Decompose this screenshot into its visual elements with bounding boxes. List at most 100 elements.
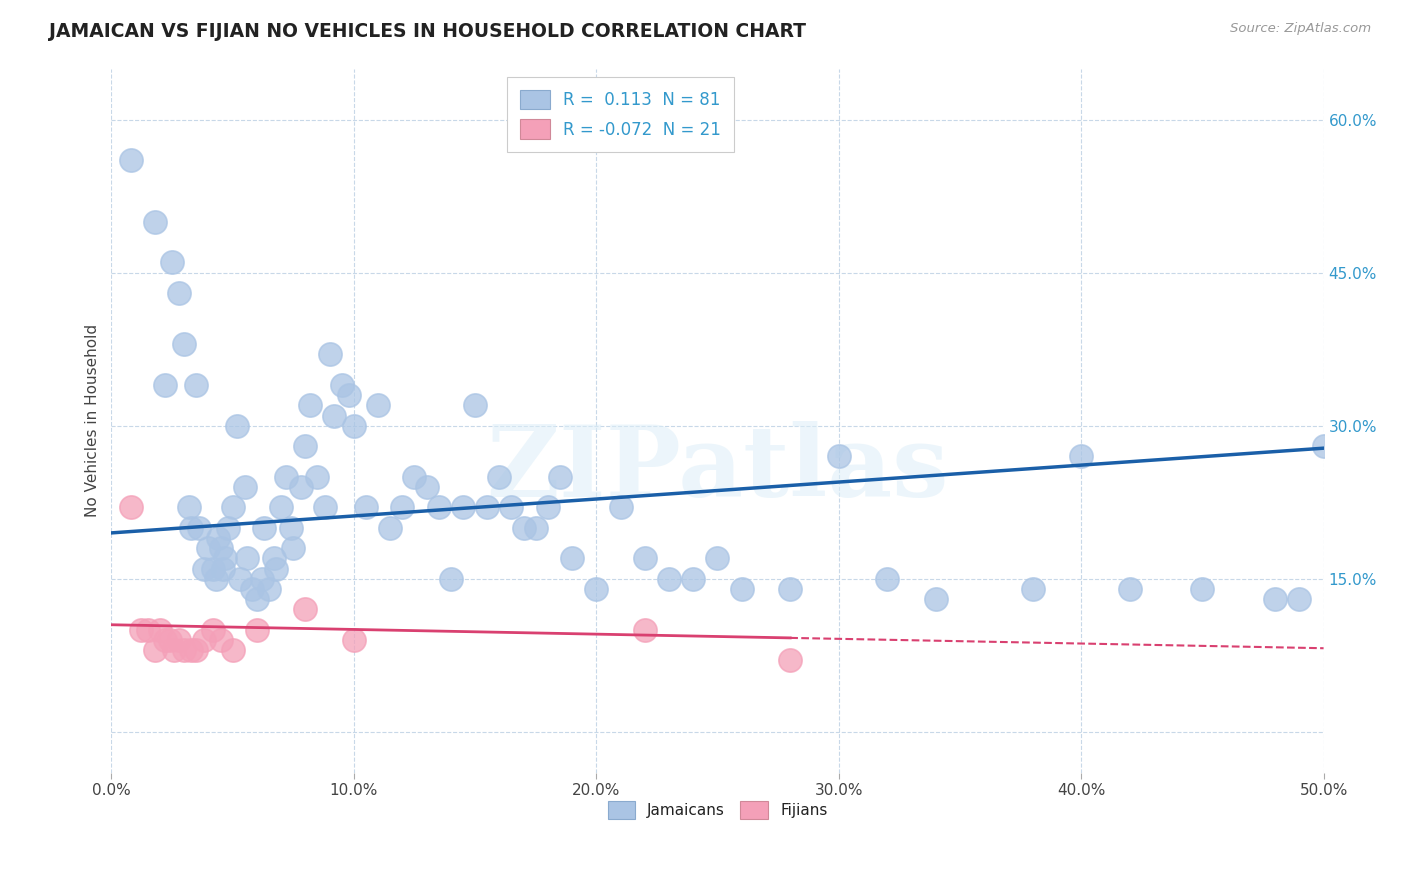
Point: [451, 500, 474, 515]
Point: [415, 480, 437, 494]
Point: [343, 418, 366, 433]
Point: [290, 480, 312, 494]
Point: [177, 500, 200, 515]
Point: [120, 153, 142, 168]
Point: [209, 633, 232, 648]
Point: [294, 602, 316, 616]
Point: [169, 286, 191, 301]
Point: [186, 378, 208, 392]
Point: [153, 633, 176, 648]
Point: [634, 551, 657, 566]
Point: [343, 633, 366, 648]
Point: [585, 582, 607, 596]
Point: [318, 347, 340, 361]
Point: [180, 521, 202, 535]
Point: [537, 500, 560, 515]
Point: [354, 500, 377, 515]
Point: [180, 643, 202, 657]
Point: [380, 521, 402, 535]
Text: JAMAICAN VS FIJIAN NO VEHICLES IN HOUSEHOLD CORRELATION CHART: JAMAICAN VS FIJIAN NO VEHICLES IN HOUSEH…: [49, 22, 806, 41]
Point: [440, 572, 463, 586]
Point: [221, 643, 243, 657]
Point: [367, 398, 389, 412]
Point: [233, 480, 256, 494]
Point: [149, 623, 172, 637]
Point: [634, 623, 657, 637]
Point: [512, 521, 534, 535]
Point: [501, 500, 523, 515]
Point: [143, 643, 166, 657]
Point: [658, 572, 681, 586]
Point: [263, 551, 285, 566]
Point: [1118, 582, 1140, 596]
Point: [236, 551, 259, 566]
Point: [283, 541, 305, 556]
Point: [330, 378, 353, 392]
Point: [120, 500, 142, 515]
Point: [548, 469, 571, 483]
Point: [427, 500, 450, 515]
Point: [274, 469, 297, 483]
Point: [1264, 592, 1286, 607]
Point: [163, 643, 186, 657]
Point: [212, 561, 235, 575]
Point: [323, 409, 346, 423]
Point: [731, 582, 754, 596]
Point: [307, 469, 329, 483]
Point: [314, 500, 336, 515]
Point: [1021, 582, 1043, 596]
Point: [299, 398, 322, 412]
Point: [779, 653, 801, 667]
Point: [240, 582, 263, 596]
Point: [561, 551, 583, 566]
Text: ZIPatlas: ZIPatlas: [486, 421, 949, 518]
Point: [193, 633, 215, 648]
Point: [1070, 450, 1092, 464]
Point: [488, 469, 510, 483]
Point: [464, 398, 486, 412]
Point: [207, 531, 229, 545]
Point: [682, 572, 704, 586]
Point: [129, 623, 152, 637]
Point: [1288, 592, 1310, 607]
Point: [143, 214, 166, 228]
Point: [264, 561, 287, 575]
Point: [217, 521, 239, 535]
Point: [173, 337, 195, 351]
Point: [828, 450, 851, 464]
Point: [524, 521, 547, 535]
Point: [186, 643, 208, 657]
Point: [214, 551, 236, 566]
Point: [337, 388, 360, 402]
Point: [1191, 582, 1213, 596]
Point: [159, 633, 181, 648]
Point: [209, 541, 232, 556]
Point: [779, 582, 801, 596]
Point: [876, 572, 898, 586]
Point: [229, 572, 252, 586]
Point: [246, 623, 269, 637]
Point: [226, 418, 249, 433]
Point: [173, 643, 195, 657]
Point: [202, 561, 225, 575]
Point: [280, 521, 302, 535]
Point: [197, 541, 219, 556]
Text: Source: ZipAtlas.com: Source: ZipAtlas.com: [1230, 22, 1371, 36]
Point: [246, 592, 269, 607]
Point: [477, 500, 499, 515]
Point: [253, 521, 276, 535]
Point: [153, 378, 176, 392]
Y-axis label: No Vehicles in Household: No Vehicles in Household: [86, 324, 100, 517]
Point: [404, 469, 426, 483]
Point: [609, 500, 631, 515]
Point: [193, 561, 215, 575]
Point: [706, 551, 728, 566]
Point: [136, 623, 159, 637]
Point: [270, 500, 292, 515]
Point: [391, 500, 413, 515]
Point: [257, 582, 280, 596]
Point: [202, 623, 225, 637]
Point: [221, 500, 243, 515]
Point: [160, 255, 183, 269]
Point: [169, 633, 191, 648]
